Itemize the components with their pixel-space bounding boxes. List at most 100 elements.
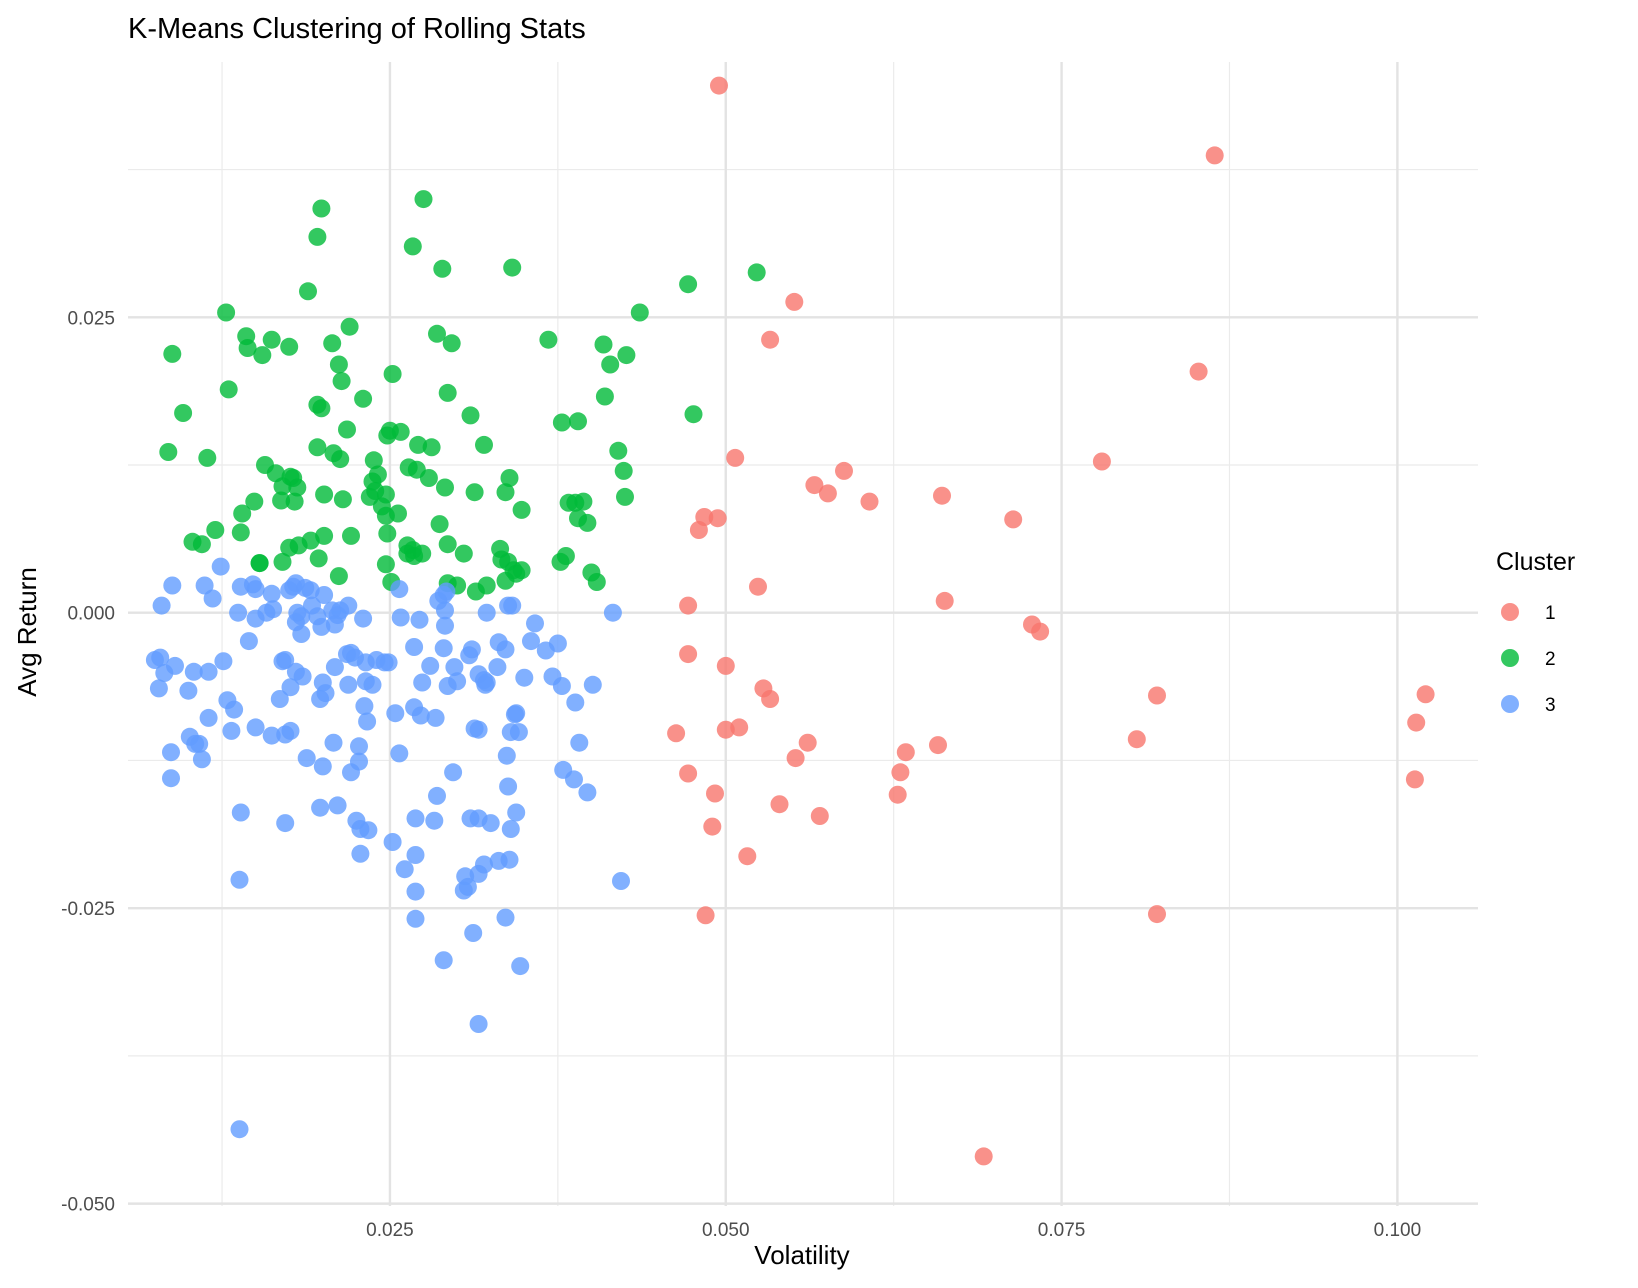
cluster-3-point <box>421 656 440 675</box>
cluster-1-point <box>761 690 780 708</box>
cluster-3-point <box>281 721 300 740</box>
cluster-2-point <box>206 521 225 539</box>
cluster-3-point <box>179 681 198 700</box>
cluster-2-point <box>376 555 395 574</box>
cluster-2-point <box>342 526 360 545</box>
cluster-1-point <box>935 591 954 610</box>
cluster-3-point <box>383 833 402 851</box>
cluster-2-point <box>273 552 292 571</box>
y-axis-tick-labels: -0.050 -0.025 0.000 0.025 <box>61 308 115 1215</box>
cluster-3-point <box>350 737 368 756</box>
cluster-3-point <box>500 850 519 869</box>
cluster-3-point <box>406 846 425 864</box>
cluster-2-point <box>288 478 307 497</box>
cluster-2-point <box>273 477 292 496</box>
cluster-3-point <box>503 596 522 615</box>
cluster-2-point <box>442 334 461 353</box>
cluster-2-point <box>601 355 620 374</box>
cluster-2-point <box>332 372 351 391</box>
cluster-3-point <box>155 664 174 682</box>
cluster-3-point <box>280 581 299 600</box>
cluster-3-point <box>390 744 409 763</box>
legend-key-1 <box>1501 603 1519 621</box>
cluster-2-point <box>376 506 395 525</box>
cluster-1-point <box>1189 362 1208 381</box>
cluster-2-point <box>233 504 252 523</box>
cluster-2-point <box>454 544 473 563</box>
cluster-3-point <box>566 693 585 712</box>
cluster-3-point <box>246 580 265 599</box>
cluster-1-point <box>1127 730 1146 749</box>
cluster-1-point <box>749 577 767 596</box>
cluster-1-point <box>710 76 728 95</box>
cluster-3-point <box>162 769 180 788</box>
cluster-1-point <box>1205 146 1224 165</box>
cluster-3-point <box>315 586 334 604</box>
cluster-3-point <box>526 614 544 633</box>
cluster-3-point <box>496 640 515 659</box>
cluster-3-point <box>499 777 518 796</box>
cluster-3-point <box>214 652 233 671</box>
cluster-1-point <box>810 807 829 825</box>
cluster-1-point <box>706 784 724 803</box>
cluster-3-point <box>460 646 479 665</box>
cluster-3-point <box>395 860 414 879</box>
cluster-3-point <box>497 746 516 765</box>
cluster-3-point <box>391 608 410 627</box>
cluster-3-point <box>363 675 382 694</box>
cluster-2-point <box>503 258 522 277</box>
cluster-2-point <box>409 435 428 454</box>
cluster-2-point <box>461 406 480 425</box>
cluster-2-point <box>360 487 379 506</box>
cluster-2-point <box>364 451 383 470</box>
cluster-1-point <box>1416 685 1435 704</box>
cluster-3-point <box>325 658 344 677</box>
cluster-2-point <box>329 567 348 586</box>
cluster-3-point <box>342 763 360 782</box>
data-points <box>145 76 1435 1166</box>
cluster-2-point <box>595 387 614 406</box>
cluster-1-point <box>891 763 910 782</box>
cluster-2-point <box>594 335 613 354</box>
cluster-3-point <box>603 603 622 622</box>
cluster-2-point <box>496 571 515 590</box>
cluster-2-point <box>272 491 291 510</box>
cluster-1-point <box>689 521 708 539</box>
cluster-2-point <box>436 478 454 497</box>
cluster-3-point <box>428 786 446 805</box>
legend-title: Cluster <box>1496 548 1575 576</box>
cluster-1-point <box>703 817 722 836</box>
cluster-2-point <box>569 412 587 431</box>
cluster-2-point <box>174 404 193 422</box>
x-tick-label: 0.050 <box>702 1220 750 1241</box>
major-gridlines <box>128 62 1478 1206</box>
cluster-3-point <box>276 814 295 833</box>
cluster-3-point <box>445 658 464 677</box>
y-tick-label: -0.025 <box>61 899 115 920</box>
cluster-2-point <box>219 380 238 399</box>
cluster-3-point <box>199 662 218 681</box>
cluster-1-point <box>929 736 947 755</box>
cluster-2-point <box>354 389 373 408</box>
cluster-2-point <box>338 420 356 439</box>
cluster-3-point <box>476 675 495 694</box>
cluster-2-point <box>253 346 272 365</box>
cluster-2-point <box>438 535 457 554</box>
cluster-3-point <box>413 673 432 692</box>
cluster-1-point <box>761 330 780 349</box>
cluster-2-point <box>419 469 438 487</box>
cluster-3-point <box>246 718 265 737</box>
cluster-3-point <box>496 908 515 927</box>
cluster-3-point <box>192 750 211 769</box>
cluster-3-point <box>230 870 249 889</box>
cluster-3-point <box>152 596 171 615</box>
cluster-2-point <box>616 487 634 506</box>
cluster-2-point <box>323 334 342 353</box>
cluster-3-point <box>509 723 528 742</box>
cluster-3-point <box>411 706 430 725</box>
cluster-3-point <box>184 662 203 681</box>
cluster-3-point <box>163 576 182 595</box>
cluster-3-point <box>444 763 463 782</box>
cluster-2-point <box>403 237 422 256</box>
